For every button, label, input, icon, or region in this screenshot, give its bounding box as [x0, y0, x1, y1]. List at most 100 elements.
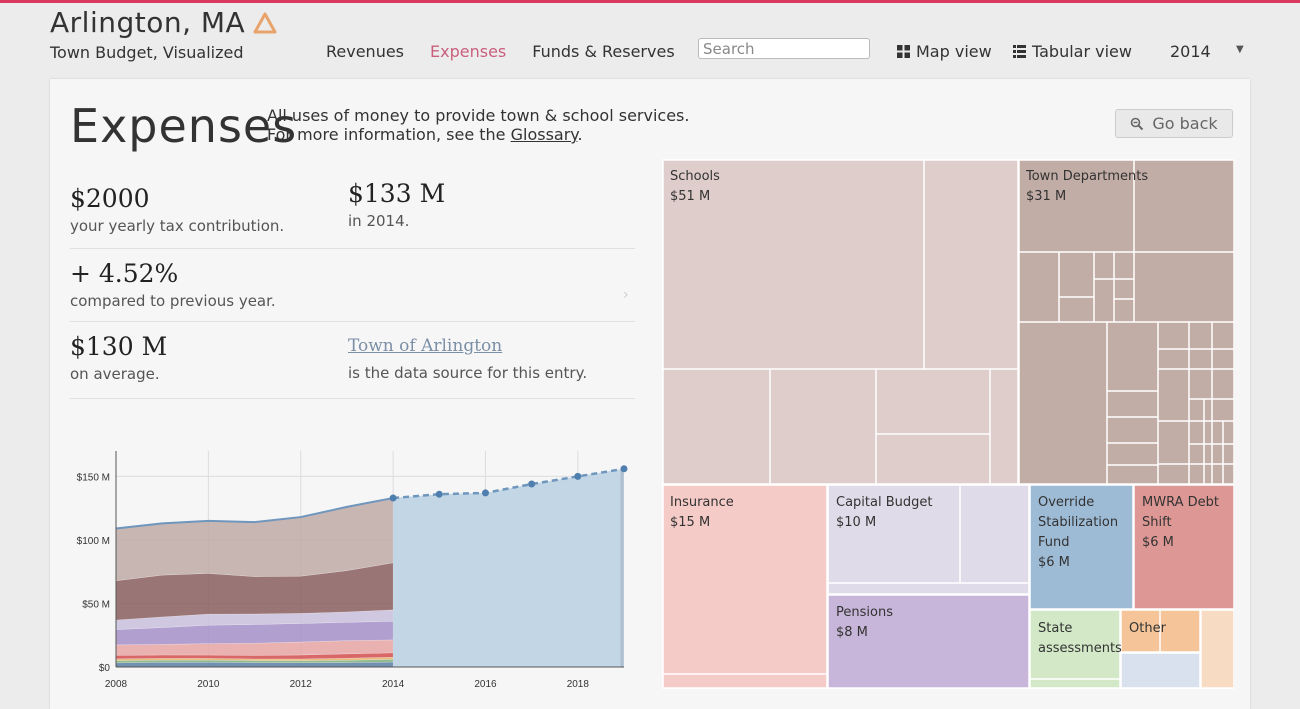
- treemap-label-town-departments: Town Departments $31 M: [1026, 167, 1148, 207]
- stat-change: + 4.52% compared to previous year.: [70, 259, 276, 310]
- tabular-view-button[interactable]: Tabular view: [1013, 42, 1132, 61]
- x-tick-label: 2012: [290, 679, 313, 690]
- x-tick-label: 2018: [567, 679, 590, 690]
- other-name: Other: [1129, 621, 1166, 636]
- y-tick-label: $100 M: [77, 536, 110, 547]
- expense-history-chart: $0 $50 M $100 M $150 M 2008 2010 2012 2014 2016 2…: [77, 451, 628, 690]
- stat-row-contribution: $2000 your yearly tax contribution. $133…: [70, 174, 635, 249]
- data-point[interactable]: [435, 490, 443, 498]
- treemap-label-mwra-debt-shift: MWRA Debt Shift $6 M: [1142, 493, 1224, 553]
- data-point[interactable]: [481, 489, 489, 497]
- description-line-2: For more information, see the Glossary.: [267, 125, 689, 144]
- treemap-label-override-stabilization-fund: Override Stabilization Fund $6 M: [1038, 493, 1128, 573]
- main-nav: Revenues Expenses Funds & Reserves: [326, 42, 675, 61]
- tabular-view-label: Tabular view: [1032, 42, 1132, 61]
- page-title: Expenses: [70, 99, 298, 153]
- stat-contribution: $2000 your yearly tax contribution.: [70, 184, 284, 235]
- treemap-cell-capital-budget[interactable]: [827, 484, 1030, 595]
- description-prefix: For more information, see the: [267, 125, 511, 144]
- top-accent-bar: [0, 0, 1300, 3]
- treemap-cell-mwra-debt-shift[interactable]: [1133, 484, 1234, 610]
- schools-value: $51 M: [670, 189, 711, 204]
- x-tick-label: 2016: [474, 679, 497, 690]
- glossary-link[interactable]: Glossary: [510, 125, 578, 144]
- average-label: on average.: [70, 365, 160, 383]
- y-tick-label: $50 M: [82, 599, 110, 610]
- contribution-value: $2000: [70, 184, 150, 213]
- change-value: + 4.52%: [70, 259, 179, 288]
- insurance-name: Insurance: [670, 495, 734, 510]
- treemap-label-state-assessments: State assessments: [1038, 619, 1122, 659]
- stat-row-average: $130 M on average. Town of Arlington is …: [70, 322, 635, 399]
- triangle-logo-icon: [253, 12, 277, 33]
- caret-down-icon[interactable]: ▼: [1236, 44, 1244, 55]
- pensions-name: Pensions: [836, 605, 893, 620]
- override-stabilization-fund-name: Override Stabilization Fund: [1038, 495, 1119, 550]
- nav-funds-reserves[interactable]: Funds & Reserves: [532, 42, 675, 61]
- treemap-cell-other[interactable]: [1120, 609, 1234, 689]
- source-link[interactable]: Town of Arlington: [348, 336, 503, 356]
- nav-revenues[interactable]: Revenues: [326, 42, 405, 61]
- go-back-label: Go back: [1152, 114, 1218, 133]
- treemap-cell-override-stabilization-fund[interactable]: [1029, 484, 1134, 610]
- source-label: is the data source for this entry.: [348, 364, 588, 382]
- brand-title-text: Arlington, MA: [50, 6, 246, 39]
- stat-average: $130 M on average.: [70, 332, 167, 383]
- brand: Arlington, MA Town Budget, Visualized: [50, 6, 277, 62]
- treemap-cell-schools[interactable]: [662, 159, 1019, 485]
- data-point[interactable]: [528, 480, 536, 488]
- treemap-cell-state-assessments[interactable]: [1029, 609, 1121, 689]
- main-panel: Expenses All uses of money to provide to…: [50, 79, 1250, 709]
- page-description: All uses of money to provide town & scho…: [267, 106, 689, 144]
- expense-treemap: [662, 159, 1234, 689]
- search-input[interactable]: [698, 38, 870, 59]
- stats-panel: $2000 your yearly tax contribution. $133…: [70, 174, 635, 399]
- layer-light-brown: [115, 497, 394, 582]
- treemap-cell-town-departments[interactable]: [1018, 159, 1234, 485]
- treemap-label-pensions: Pensions $8 M: [836, 603, 893, 643]
- year-total-label: in 2014.: [348, 212, 410, 230]
- brand-title[interactable]: Arlington, MA: [50, 6, 277, 39]
- data-point[interactable]: [389, 494, 397, 502]
- description-suffix: .: [577, 125, 583, 144]
- map-view-button[interactable]: Map view: [897, 42, 992, 61]
- treemap-label-other: Other: [1129, 619, 1166, 639]
- data-point[interactable]: [620, 465, 628, 473]
- average-value: $130 M: [70, 332, 168, 361]
- x-tick-label: 2014: [382, 679, 405, 690]
- year-total-value: $133 M: [348, 179, 446, 208]
- brand-subtitle: Town Budget, Visualized: [50, 43, 244, 62]
- state-assessments-name: State assessments: [1038, 621, 1122, 656]
- treemap-cell-insurance[interactable]: [662, 484, 828, 689]
- description-line-1: All uses of money to provide town & scho…: [267, 106, 690, 125]
- y-tick-label: $0: [99, 663, 111, 674]
- chevron-right-icon[interactable]: ›: [623, 287, 629, 303]
- projection-area: [393, 468, 624, 667]
- override-stabilization-fund-value: $6 M: [1038, 555, 1070, 570]
- series-total-line: [115, 497, 394, 530]
- nav-expenses[interactable]: Expenses: [430, 42, 507, 61]
- x-tick-label: 2008: [105, 679, 128, 690]
- stat-source: Town of Arlington is the data source for…: [348, 336, 587, 382]
- insurance-value: $15 M: [670, 515, 711, 530]
- change-label: compared to previous year.: [70, 292, 276, 310]
- treemap-label-capital-budget: Capital Budget $10 M: [836, 493, 932, 533]
- town-departments-name: Town Departments: [1026, 169, 1149, 184]
- projection-line: [392, 467, 625, 500]
- mwra-debt-shift-value: $6 M: [1142, 535, 1174, 550]
- mwra-debt-shift-name: MWRA Debt Shift: [1142, 495, 1219, 530]
- grid-icon: [897, 45, 910, 58]
- stat-row-change: + 4.52% compared to previous year.: [70, 249, 635, 322]
- town-departments-value: $31 M: [1026, 189, 1067, 204]
- schools-name: Schools: [670, 169, 720, 184]
- go-back-button[interactable]: Go back: [1115, 109, 1233, 138]
- year-select[interactable]: 2014: [1170, 42, 1211, 61]
- capital-budget-value: $10 M: [836, 515, 877, 530]
- y-tick-label: $150 M: [77, 472, 110, 483]
- list-icon: [1013, 45, 1026, 58]
- zoom-out-icon: [1131, 117, 1144, 130]
- capital-budget-name: Capital Budget: [836, 495, 933, 510]
- treemap-label-insurance: Insurance $15 M: [670, 493, 734, 533]
- treemap-cell-pensions[interactable]: [827, 594, 1030, 689]
- data-point[interactable]: [574, 472, 582, 480]
